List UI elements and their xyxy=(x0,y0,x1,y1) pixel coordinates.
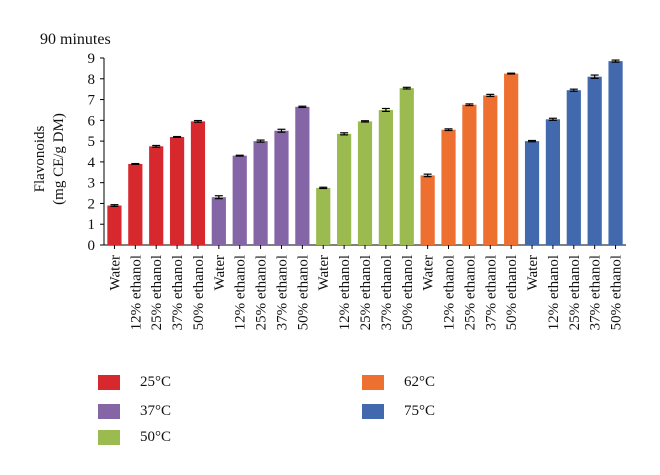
bar-50c-0 xyxy=(316,187,331,245)
y-tick-label: 8 xyxy=(88,72,96,88)
legend-item-62c: 62°C xyxy=(362,374,435,391)
y-tick-label: 3 xyxy=(88,176,96,192)
legend-swatch-37c xyxy=(98,404,120,419)
legend-swatch-25c xyxy=(98,375,120,390)
bar-50c-4 xyxy=(399,88,414,245)
bar-37c-1 xyxy=(232,155,247,245)
bar-50c-1 xyxy=(337,133,352,245)
x-tick-label: 25% ethanol xyxy=(149,255,165,330)
bar-25c-0 xyxy=(107,205,122,245)
legend-swatch-75c xyxy=(362,404,384,419)
x-tick-label: 37% ethanol xyxy=(379,255,395,330)
bar-37c-4 xyxy=(295,106,310,245)
legend-item-37c: 37°C xyxy=(98,403,171,420)
x-tick-label: 12% ethanol xyxy=(442,255,458,330)
x-tick-label: 25% ethanol xyxy=(254,255,270,330)
bar-75c-4 xyxy=(608,61,623,245)
y-tick-label: 2 xyxy=(88,196,96,212)
x-tick-label: 12% ethanol xyxy=(128,255,144,330)
legend-label-75c: 75°C xyxy=(404,403,436,419)
x-tick-label: 50% ethanol xyxy=(400,255,416,330)
legend-swatch-62c xyxy=(362,375,384,390)
bar-25c-3 xyxy=(169,136,185,245)
bar-25c-4 xyxy=(190,121,206,245)
x-tick-label: Water xyxy=(316,255,332,290)
legend-swatch-50c xyxy=(98,430,120,445)
x-tick-label: 50% ethanol xyxy=(609,255,625,330)
x-tick-label: 50% ethanol xyxy=(295,255,311,330)
x-tick-label: 12% ethanol xyxy=(233,255,249,330)
y-tick-label: 9 xyxy=(88,51,96,67)
legend-label-50c: 50°C xyxy=(140,429,172,445)
bar-62c-0 xyxy=(420,175,435,245)
bar-75c-1 xyxy=(545,119,561,245)
bar-50c-2 xyxy=(357,121,373,245)
y-tick-label: 0 xyxy=(88,238,96,254)
x-tick-label: Water xyxy=(525,255,541,290)
y-tick-label: 1 xyxy=(88,217,96,233)
y-tick-label: 7 xyxy=(88,93,96,109)
legend-item-25c: 25°C xyxy=(98,374,171,391)
bar-25c-1 xyxy=(128,163,143,245)
x-tick-label: 12% ethanol xyxy=(546,255,562,330)
bar-62c-3 xyxy=(483,95,498,246)
y-tick-label: 5 xyxy=(88,134,96,150)
chart-title: 90 minutes xyxy=(40,31,111,48)
y-tick-label: 4 xyxy=(88,155,96,171)
x-tick-label: 37% ethanol xyxy=(588,255,604,330)
bar-50c-3 xyxy=(378,109,393,245)
x-tick-label: 12% ethanol xyxy=(337,255,353,330)
bar-62c-2 xyxy=(462,104,477,245)
bar-75c-3 xyxy=(587,76,602,245)
bar-62c-4 xyxy=(504,73,519,245)
legend-label-37c: 37°C xyxy=(140,403,172,419)
x-tick-label: 50% ethanol xyxy=(504,255,520,330)
x-tick-label: 37% ethanol xyxy=(274,255,290,330)
x-tick-label: 37% ethanol xyxy=(170,255,186,330)
x-tick-label: Water xyxy=(107,255,123,290)
legend-label-25c: 25°C xyxy=(140,374,172,390)
x-tick-label: 37% ethanol xyxy=(483,255,499,330)
bar-37c-2 xyxy=(253,141,268,245)
x-tick-label: 25% ethanol xyxy=(462,255,478,330)
legend-label-62c: 62°C xyxy=(404,374,436,390)
x-tick-label: Water xyxy=(212,255,228,290)
bar-37c-0 xyxy=(211,197,226,245)
bar-75c-2 xyxy=(566,90,581,245)
bar-75c-0 xyxy=(524,141,540,245)
bar-25c-2 xyxy=(149,146,164,245)
bar-37c-3 xyxy=(274,130,289,245)
x-tick-label: 25% ethanol xyxy=(358,255,374,330)
y-tick-label: 6 xyxy=(88,113,96,129)
legend-item-50c: 50°C xyxy=(98,429,171,446)
legend-item-75c: 75°C xyxy=(362,403,435,420)
x-tick-label: 50% ethanol xyxy=(191,255,207,330)
x-tick-label: Water xyxy=(421,255,437,290)
bar-62c-1 xyxy=(441,129,456,245)
x-tick-label: 25% ethanol xyxy=(567,255,583,330)
